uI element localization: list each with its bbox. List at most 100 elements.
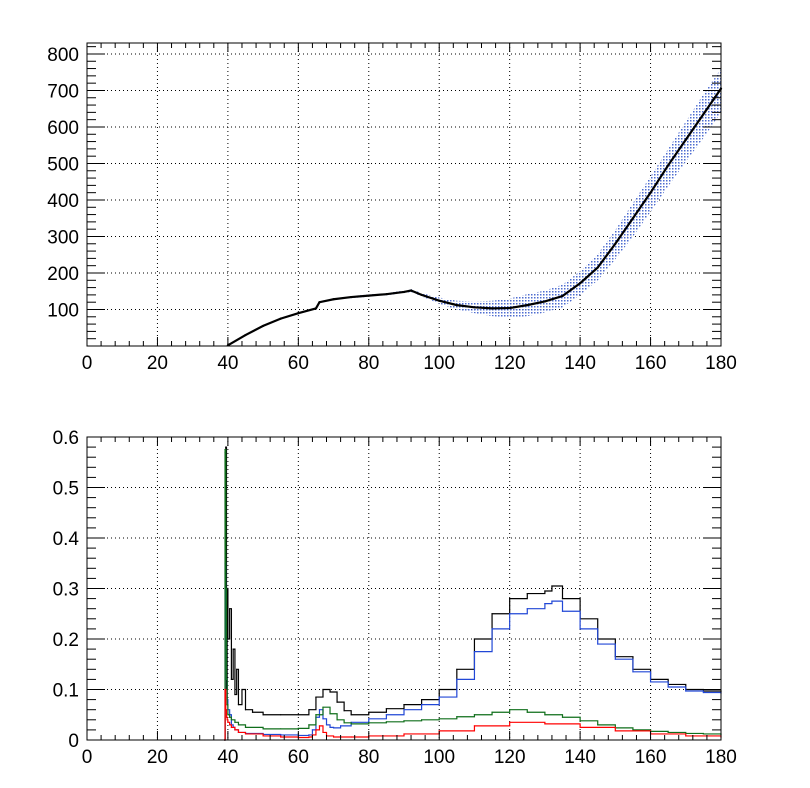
histogram-point (336, 701, 338, 703)
histogram-point (232, 648, 234, 650)
bottom-plot-x-tick-labels: 0 20 40 60 80 100 120 140 160 180 (82, 747, 737, 768)
histogram-point (385, 721, 387, 723)
histogram-point (438, 718, 440, 720)
histogram-point (438, 688, 440, 691)
histogram-point (237, 724, 240, 726)
histogram-point (280, 728, 282, 730)
histogram-point (544, 714, 546, 716)
central-value-point (402, 290, 406, 294)
central-value-point (579, 282, 582, 285)
histogram-point (225, 678, 228, 681)
x-tick-label: 120 (494, 353, 526, 374)
histogram-point (685, 735, 687, 737)
histogram-point (225, 716, 228, 718)
histogram-point (229, 724, 231, 726)
histogram-point (308, 709, 310, 711)
histogram-point (561, 610, 564, 612)
histogram-point (526, 608, 528, 610)
bottom-plot-panel: 0 20 40 60 80 100 120 140 160 180 0 0.1 0.2 0.3 0.4 0.… (53, 428, 737, 768)
top-plot-frame (86, 42, 722, 347)
histogram-point (226, 704, 228, 706)
top-plot-panel: 0 20 40 60 80 100 120 140 160 180 100 200 300 400 500… (47, 42, 737, 374)
y-tick-label: 0.2 (53, 630, 79, 651)
histogram-point (473, 638, 476, 640)
y-tick-label: 0.3 (53, 580, 79, 601)
central-value-point (684, 138, 687, 141)
x-tick-label: 80 (358, 747, 379, 768)
central-value-point (455, 304, 458, 307)
histogram-point (262, 714, 264, 716)
histogram-point (244, 733, 247, 735)
histogram-point (227, 638, 229, 640)
histogram-point (237, 731, 240, 734)
histogram-point (551, 585, 553, 587)
histogram-point (262, 728, 264, 730)
histogram-point (332, 736, 335, 738)
central-value-point (297, 312, 300, 315)
histogram-point (308, 734, 310, 736)
histogram-point (280, 736, 282, 738)
x-tick-label: 160 (635, 747, 667, 768)
central-value-point (318, 301, 321, 304)
central-value-point (409, 289, 413, 292)
histogram-point (561, 716, 564, 718)
histogram-point (318, 709, 321, 711)
histogram-point (224, 688, 226, 691)
histogram-point (579, 726, 581, 728)
histogram-point (350, 723, 352, 725)
histogram-point (322, 706, 324, 708)
x-tick-label: 120 (494, 747, 526, 768)
histogram-point (332, 727, 335, 729)
histogram-point (234, 721, 236, 723)
histogram-point (702, 691, 704, 694)
histogram-point (667, 686, 669, 688)
central-value-point (473, 306, 476, 309)
histogram-point (229, 608, 231, 610)
y-tick-label: 500 (47, 154, 79, 175)
histogram-point (526, 592, 528, 595)
histogram-point (315, 714, 317, 716)
histogram-point (225, 709, 227, 711)
y-tick-label: 0 (68, 731, 79, 752)
histogram-point (438, 696, 440, 698)
histogram-point (632, 729, 634, 731)
histogram-point (350, 714, 352, 716)
y-tick-label: 0.6 (53, 428, 79, 449)
central-value-point (631, 217, 635, 220)
histogram-point (311, 729, 314, 731)
histogram-point (509, 709, 511, 711)
histogram-point (262, 735, 264, 737)
central-value-point (561, 294, 564, 298)
central-value-point (490, 307, 494, 310)
central-value-point (438, 299, 441, 302)
central-value-point (667, 164, 670, 167)
histogram-point (632, 671, 634, 673)
x-tick-label: 80 (358, 353, 379, 374)
histogram-point (403, 720, 405, 722)
histogram-point (308, 736, 310, 738)
central-value-point (332, 298, 335, 301)
central-value-point (702, 113, 705, 116)
histogram-point (325, 724, 328, 726)
histogram-point (403, 709, 405, 711)
histogram-point (340, 725, 342, 727)
histogram-point (308, 724, 310, 726)
histogram-point (597, 724, 599, 726)
x-tick-label: 0 (82, 353, 93, 374)
histogram-point (491, 628, 493, 630)
histogram-point (230, 678, 233, 681)
histogram-point (322, 718, 324, 720)
histogram-point (225, 446, 227, 448)
central-value-point (614, 242, 617, 245)
y-tick-label: 600 (47, 118, 79, 139)
x-tick-label: 180 (705, 353, 737, 374)
histogram-point (234, 693, 236, 696)
histogram-point (667, 731, 669, 734)
histogram-point (318, 725, 321, 727)
x-tick-label: 20 (147, 353, 168, 374)
histogram-point (244, 709, 247, 711)
bottom-plot-tick-marks (86, 436, 722, 741)
top-plot-error-band (319, 68, 721, 318)
histogram-point (421, 699, 423, 701)
